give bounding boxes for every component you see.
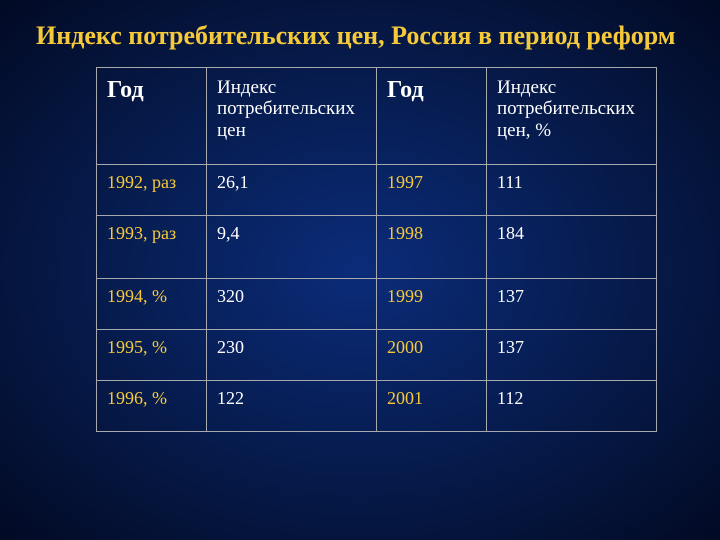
header-text: Год [107,77,144,103]
table-row: 1995, % 230 2000 137 [97,330,657,381]
cell-value: 26,1 [207,165,377,216]
slide: Индекс потребительских цен, Россия в пер… [0,0,720,540]
cell-value: 122 [207,381,377,432]
cell-year: 1995, % [97,330,207,381]
header-text: Год [387,77,424,103]
table-row: 1993, раз 9,4 1998 184 [97,216,657,279]
table-header-row: Год Индекс потребительских цен Год Индек… [97,67,657,165]
cell-value: 230 [207,330,377,381]
cell-value: 184 [487,216,657,279]
cell-value: 320 [207,279,377,330]
col-header-cpi-1: Индекс потребительских цен [207,67,377,165]
col-header-year-2: Год [377,67,487,165]
cpi-table: Год Индекс потребительских цен Год Индек… [96,67,657,433]
cpi-table-container: Год Индекс потребительских цен Год Индек… [96,67,656,433]
col-header-year-1: Год [97,67,207,165]
cell-year: 2000 [377,330,487,381]
cell-year: 1992, раз [97,165,207,216]
table-row: 1992, раз 26,1 1997 111 [97,165,657,216]
cell-value: 112 [487,381,657,432]
cell-year: 2001 [377,381,487,432]
col-header-cpi-2: Индекс потребительских цен, % [487,67,657,165]
cell-year: 1997 [377,165,487,216]
cell-value: 111 [487,165,657,216]
table-row: 1996, % 122 2001 112 [97,381,657,432]
header-text: Индекс потребительских цен [217,77,355,142]
header-text: Индекс потребительских цен, % [497,77,635,142]
slide-title: Индекс потребительских цен, Россия в пер… [36,20,684,53]
cell-year: 1999 [377,279,487,330]
table-row: 1994, % 320 1999 137 [97,279,657,330]
cell-year: 1998 [377,216,487,279]
cell-value: 137 [487,279,657,330]
cell-value: 137 [487,330,657,381]
cell-year: 1993, раз [97,216,207,279]
cell-year: 1996, % [97,381,207,432]
cell-value: 9,4 [207,216,377,279]
cell-year: 1994, % [97,279,207,330]
